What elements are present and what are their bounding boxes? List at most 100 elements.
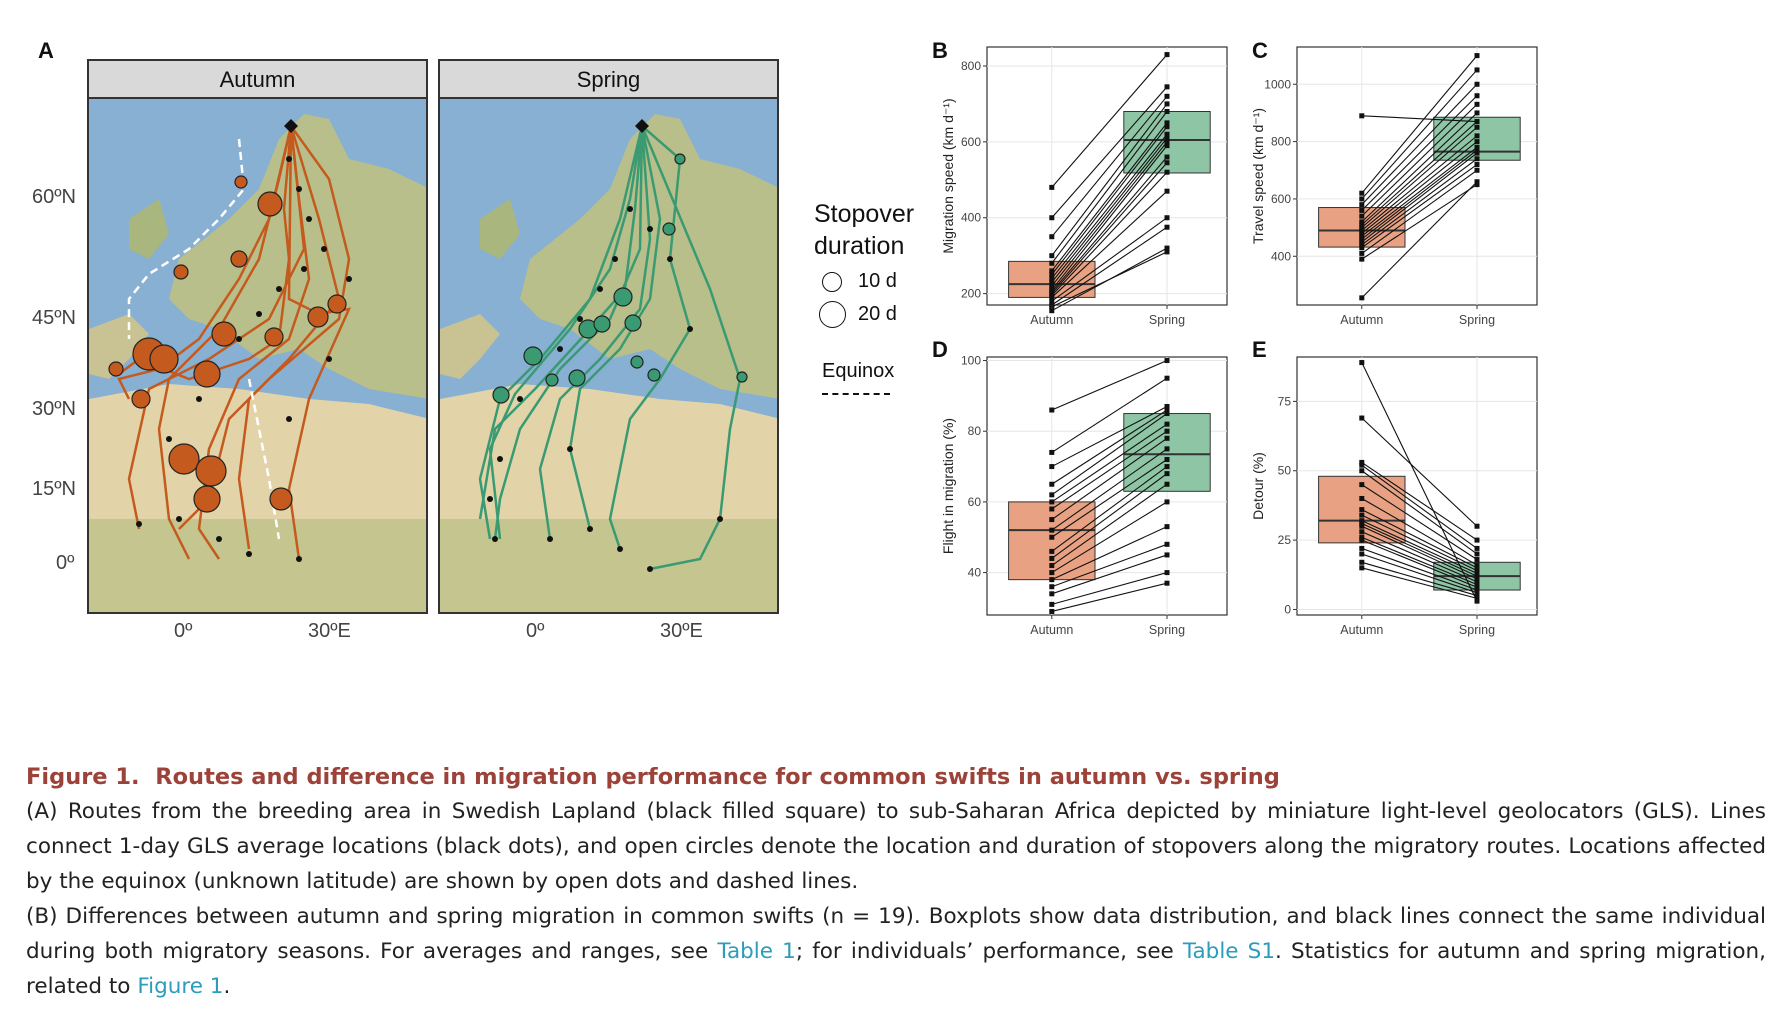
point-spring <box>1164 541 1170 547</box>
y-axis-label: Detour (%) <box>1250 452 1266 520</box>
pair-line <box>1361 181 1478 299</box>
dot <box>517 396 523 402</box>
pair-line <box>1361 509 1478 569</box>
legend-circle-small-icon <box>822 271 842 292</box>
tables1-link[interactable]: Table S1 <box>1182 939 1275 964</box>
point-spring <box>1164 109 1170 114</box>
pair-line <box>1051 437 1168 521</box>
caption-text: . <box>223 974 231 999</box>
point-autumn <box>1359 415 1365 421</box>
route <box>493 125 644 540</box>
sahel <box>440 519 777 612</box>
point-autumn <box>1359 295 1365 301</box>
point-autumn <box>1359 529 1365 535</box>
caption-text: (B) Differences between autumn and sprin… <box>26 904 1766 964</box>
pair-line <box>1051 54 1168 188</box>
pair-line <box>1361 103 1478 217</box>
point-spring <box>1164 249 1170 255</box>
point-autumn <box>1049 481 1055 487</box>
pair-line <box>1051 226 1168 306</box>
point-spring <box>1164 154 1170 160</box>
point-autumn <box>1049 253 1055 259</box>
point-spring <box>1474 590 1480 596</box>
point-autumn <box>1049 506 1055 512</box>
point-autumn <box>1049 287 1055 293</box>
point-spring <box>1164 358 1170 364</box>
dot <box>246 551 252 557</box>
route <box>640 125 742 571</box>
map-autumn <box>87 97 428 614</box>
dot <box>321 246 327 252</box>
y-tick-label: 50 <box>1278 464 1292 478</box>
caption-text: ; for individuals’ performance, see <box>795 939 1183 964</box>
point-autumn <box>1359 239 1365 245</box>
legend-item-label: 10 d <box>858 270 897 292</box>
stopover <box>523 346 543 366</box>
point-autumn <box>1359 360 1365 366</box>
map-spring-svg <box>440 99 777 612</box>
pair-line <box>1361 362 1478 602</box>
dot <box>136 521 142 527</box>
point-spring <box>1164 499 1170 505</box>
caption-title: Figure 1. Routes and difference in migra… <box>26 764 1280 790</box>
point-spring <box>1474 119 1480 125</box>
x-tick-label: Autumn <box>1030 623 1073 637</box>
caption-text: . Statistics for autumn and spring migra… <box>26 939 1766 999</box>
point-spring <box>1474 167 1480 173</box>
pair-line <box>1361 149 1478 240</box>
equinox-route <box>127 138 246 339</box>
point-spring <box>1164 120 1170 126</box>
point-autumn <box>1049 234 1055 240</box>
spring-dots <box>487 206 723 572</box>
point-spring <box>1474 156 1480 162</box>
dot <box>627 206 633 212</box>
point-autumn <box>1049 584 1055 590</box>
dot <box>687 326 693 332</box>
point-spring <box>1164 481 1170 487</box>
pair-line <box>1361 567 1478 599</box>
y-tick-label: 40 <box>968 566 982 580</box>
point-spring <box>1474 584 1480 590</box>
point-autumn <box>1359 545 1365 551</box>
stopover <box>131 389 151 409</box>
point-spring <box>1474 53 1480 59</box>
table1-link[interactable]: Table 1 <box>717 939 796 964</box>
lon-tick-0-autumn: 0º <box>174 620 193 642</box>
legend: Stopover duration 10 d 20 d Equinox <box>814 198 924 395</box>
lat-tick-60: 60ºN <box>32 186 76 208</box>
panel-label-a: A <box>38 38 54 63</box>
point-spring <box>1164 552 1170 558</box>
pair-line <box>1051 409 1168 485</box>
pair-line <box>1361 547 1478 591</box>
pair-line <box>1361 561 1478 597</box>
pair-line <box>1361 141 1478 234</box>
point-spring <box>1474 124 1480 130</box>
pair-line <box>1051 141 1168 287</box>
point-autumn <box>1049 260 1055 266</box>
point-spring <box>1474 182 1480 188</box>
point-autumn <box>1359 219 1365 225</box>
lon-tick-30-spring: 30ºE <box>660 620 703 642</box>
y-tick-label: 400 <box>1271 249 1291 263</box>
point-spring <box>1474 587 1480 593</box>
dot <box>717 516 723 522</box>
figure1-link[interactable]: Figure 1 <box>137 974 224 999</box>
lat-tick-45: 45ºN <box>32 307 76 329</box>
point-spring <box>1474 147 1480 153</box>
y-tick-label: 0 <box>1284 602 1291 616</box>
pair-line <box>1051 133 1168 279</box>
pair-line <box>1051 413 1168 496</box>
dot <box>487 496 493 502</box>
route <box>608 125 692 550</box>
caption-paragraph-a: (A) Routes from the breeding area in Swe… <box>26 799 1766 894</box>
pair-line <box>1051 448 1168 531</box>
point-spring <box>1164 135 1170 141</box>
point-spring <box>1474 162 1480 168</box>
pair-line <box>1361 164 1478 249</box>
pair-line <box>1361 522 1478 577</box>
point-autumn <box>1049 499 1055 505</box>
route <box>538 125 652 540</box>
point-autumn <box>1049 492 1055 498</box>
point-spring <box>1474 581 1480 587</box>
